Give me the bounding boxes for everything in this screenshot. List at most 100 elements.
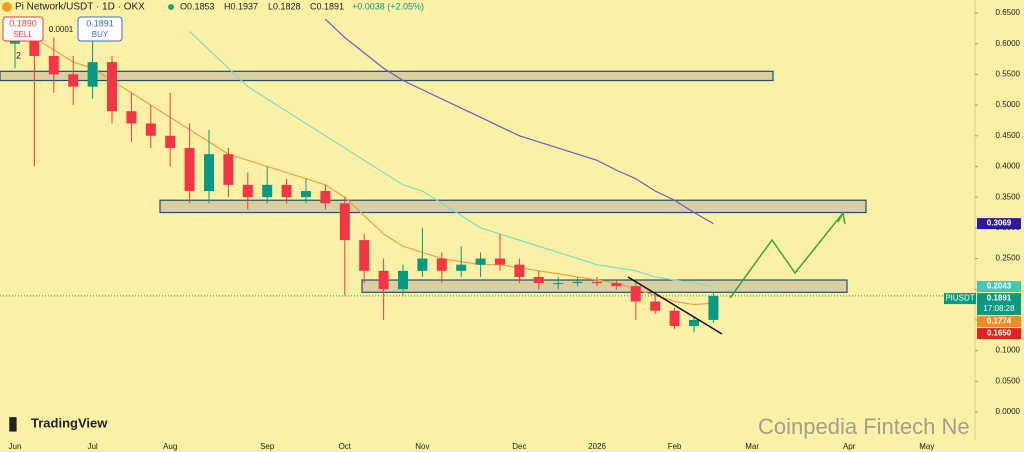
x-tick-label: May	[919, 442, 934, 451]
x-tick-label: Mar	[745, 442, 759, 451]
x-tick-label: Sep	[260, 442, 275, 451]
plot: 0.6500 0.6000 0.5500 0.5000 0.4500 0.4000 0.35…	[0, 8, 1021, 451]
sell-button[interactable]	[2, 16, 44, 42]
candle-body	[611, 283, 622, 287]
tradingview-logo: TradingView	[31, 415, 108, 430]
candle-body	[223, 154, 234, 185]
candle-body	[514, 264, 525, 277]
symbol-tag-label: PIUSDT	[945, 294, 974, 303]
candle-body	[242, 184, 253, 198]
indicator-count: 2	[16, 50, 21, 60]
symbol-title: Pi Network/USDT · 1D · OKX	[15, 2, 145, 13]
x-tick-label: Nov	[415, 442, 429, 451]
buy-button[interactable]	[77, 16, 123, 42]
x-tick-label: Aug	[163, 442, 177, 451]
candle-body	[378, 270, 389, 290]
candle-body	[533, 276, 544, 284]
zone	[0, 70, 774, 82]
y-tick-label: 0.6000	[996, 39, 1021, 48]
ohlc-close: C0.1891	[310, 1, 344, 11]
candle-body	[669, 310, 680, 327]
x-tick-label: Oct	[339, 442, 352, 451]
y-tick-label: 0.5000	[996, 100, 1021, 109]
candle-body	[572, 281, 583, 284]
candle-body	[456, 264, 467, 271]
candle-body	[68, 74, 79, 87]
price-label: 0.1774	[987, 317, 1012, 326]
projection-arrow	[837, 210, 846, 225]
ohlc-open: O0.1853	[180, 1, 215, 11]
moving-average	[324, 18, 714, 225]
candle-body	[495, 258, 505, 265]
candle-body	[29, 31, 40, 56]
candle-body	[281, 184, 292, 198]
candle-body	[650, 301, 661, 311]
price-label: 0.1650	[987, 329, 1012, 338]
price-label-box	[977, 328, 1021, 340]
price-label: 0.1891	[987, 294, 1012, 303]
y-tick-label: 0.3500	[996, 192, 1021, 201]
candle-body	[592, 281, 602, 284]
y-tick-label: 0.1000	[996, 346, 1021, 355]
candle-body	[48, 55, 59, 75]
symbol-icon	[2, 2, 12, 12]
candle-body	[165, 135, 176, 149]
moving-average	[189, 30, 714, 288]
y-tick-label: 0.6500	[996, 8, 1021, 17]
candle-body	[553, 283, 564, 285]
candle-body	[145, 123, 156, 136]
candle-body	[87, 62, 98, 87]
candle-body	[301, 191, 311, 198]
y-tick-label: 0.2500	[996, 254, 1021, 263]
x-tick-label: Apr	[843, 442, 856, 451]
sell-label: SELL	[13, 30, 33, 39]
y-tick-label: 0.5500	[996, 69, 1021, 78]
sell-price: 0.1890	[9, 18, 37, 28]
y-tick-label: 0.4500	[996, 131, 1021, 140]
candle-body	[204, 154, 214, 192]
price-timer: 17:08:28	[983, 304, 1015, 313]
candle-body	[417, 258, 428, 271]
zone	[361, 279, 848, 293]
candle-body	[689, 319, 699, 327]
ohlc-high: H0.1937	[224, 1, 258, 11]
buy-label: BUY	[92, 30, 109, 39]
candle-body	[630, 286, 641, 302]
x-tick-label: 2026	[588, 442, 606, 451]
x-tick-label: Dec	[512, 442, 526, 451]
candle-body	[262, 184, 273, 198]
zone	[159, 199, 867, 214]
x-tick-label: Jul	[87, 442, 97, 451]
x-tick-label: Jun	[9, 442, 22, 451]
candle-body	[126, 111, 137, 124]
buy-price: 0.1891	[86, 18, 114, 28]
candle-body	[475, 258, 486, 265]
y-tick-label: 0.0500	[996, 376, 1021, 385]
candle-body	[398, 270, 408, 290]
candle-body	[320, 191, 331, 204]
y-tick-label: 0.4000	[996, 162, 1021, 171]
candle-body	[339, 203, 350, 241]
watermark: Coinpedia Fintech Ne	[758, 414, 970, 439]
price-label-box	[977, 281, 1021, 293]
x-tick-label: Feb	[668, 442, 682, 451]
ohlc-change: +0.0038 (+2.05%)	[352, 1, 424, 11]
price-label: 0.3069	[987, 219, 1012, 228]
price-label: 0.2043	[987, 282, 1012, 291]
trend-line	[627, 276, 723, 335]
tv-logo-mark: ▮	[8, 413, 18, 433]
projection-path	[729, 212, 844, 299]
market-dot	[168, 4, 174, 10]
symbol-tag	[944, 293, 976, 305]
price-label-box	[977, 316, 1021, 328]
candle-body	[436, 258, 447, 271]
price-label-box	[977, 293, 1021, 316]
y-tick-label: 0.0000	[996, 407, 1021, 416]
candle-body	[708, 295, 719, 320]
spread: 0.0001	[49, 25, 74, 34]
candle-body	[107, 62, 117, 112]
candle-body	[184, 148, 195, 192]
